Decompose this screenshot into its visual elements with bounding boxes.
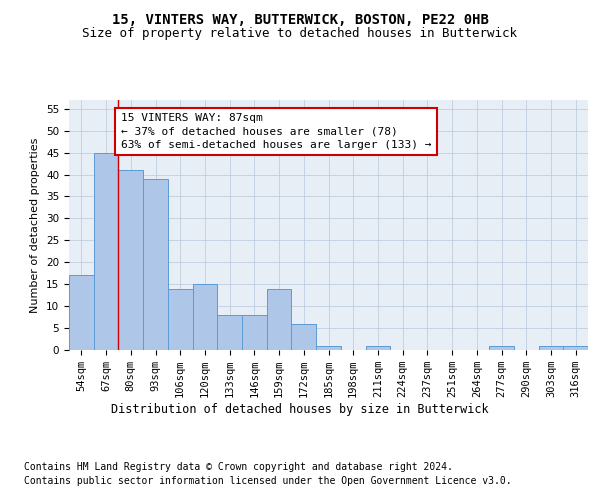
Text: Size of property relative to detached houses in Butterwick: Size of property relative to detached ho… [83,28,517,40]
Text: 15, VINTERS WAY, BUTTERWICK, BOSTON, PE22 0HB: 15, VINTERS WAY, BUTTERWICK, BOSTON, PE2… [112,12,488,26]
Text: Distribution of detached houses by size in Butterwick: Distribution of detached houses by size … [111,402,489,415]
Bar [316,346,341,350]
Bar [69,276,94,350]
Bar [292,324,316,350]
Bar [267,288,292,350]
Bar [217,315,242,350]
Bar [489,346,514,350]
Bar [94,152,118,350]
Bar [539,346,563,350]
Bar [242,315,267,350]
Bar [365,346,390,350]
Y-axis label: Number of detached properties: Number of detached properties [31,138,40,312]
Bar [168,288,193,350]
Text: Contains HM Land Registry data © Crown copyright and database right 2024.: Contains HM Land Registry data © Crown c… [24,462,453,472]
Bar [193,284,217,350]
Bar [118,170,143,350]
Text: Contains public sector information licensed under the Open Government Licence v3: Contains public sector information licen… [24,476,512,486]
Bar [143,179,168,350]
Text: 15 VINTERS WAY: 87sqm
← 37% of detached houses are smaller (78)
63% of semi-deta: 15 VINTERS WAY: 87sqm ← 37% of detached … [121,113,431,150]
Bar [563,346,588,350]
